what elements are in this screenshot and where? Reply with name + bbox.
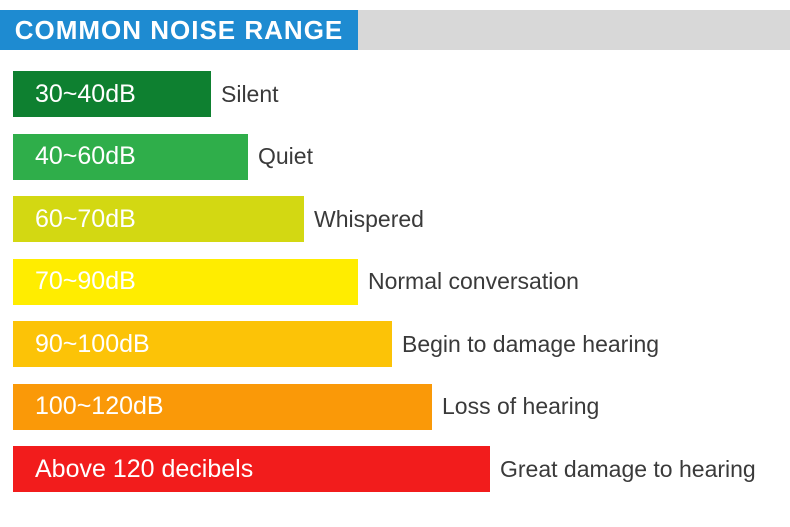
noise-description: Quiet (258, 143, 313, 169)
noise-bar-row: Above 120 decibels Great damage to heari… (13, 446, 790, 492)
page-title: COMMON NOISE RANGE (0, 10, 358, 50)
noise-description: Begin to damage hearing (402, 330, 660, 357)
noise-bar-row: 60~70dB Whispered (13, 196, 790, 242)
noise-bar: 70~90dB (13, 258, 358, 305)
db-range-label: 70~90dB (35, 267, 136, 295)
header: COMMON NOISE RANGE (0, 10, 790, 50)
db-range-label: Above 120 decibels (35, 454, 254, 483)
noise-bar-row: 30~40dB Silent (13, 71, 790, 117)
noise-bar-row: 70~90dB Normal conversation (13, 258, 790, 305)
db-range-label: 90~100dB (35, 329, 150, 358)
noise-description: Silent (221, 80, 279, 107)
noise-description: Normal conversation (368, 268, 579, 294)
noise-bar: 100~120dB (13, 383, 432, 430)
noise-bar-row: 100~120dB Loss of hearing (13, 383, 790, 430)
noise-bar: Above 120 decibels (13, 446, 490, 492)
noise-bar: 90~100dB (13, 321, 392, 367)
noise-bar-row: 40~60dB Quiet (13, 133, 790, 180)
db-range-label: 60~70dB (35, 204, 136, 233)
noise-description: Loss of hearing (442, 393, 600, 419)
noise-description: Whispered (314, 205, 424, 232)
header-gray-strip (358, 10, 790, 50)
db-range-label: 40~60dB (35, 142, 136, 170)
bar-chart: 30~40dB Silent 40~60dB Quiet 60~70dB Whi… (13, 71, 790, 509)
noise-description: Great damage to hearing (500, 455, 756, 482)
db-range-label: 30~40dB (35, 79, 136, 108)
noise-bar: 30~40dB (13, 71, 211, 117)
db-range-label: 100~120dB (35, 392, 164, 420)
noise-bar-row: 90~100dB Begin to damage hearing (13, 321, 790, 367)
noise-bar: 60~70dB (13, 196, 304, 242)
noise-bar: 40~60dB (13, 133, 248, 180)
